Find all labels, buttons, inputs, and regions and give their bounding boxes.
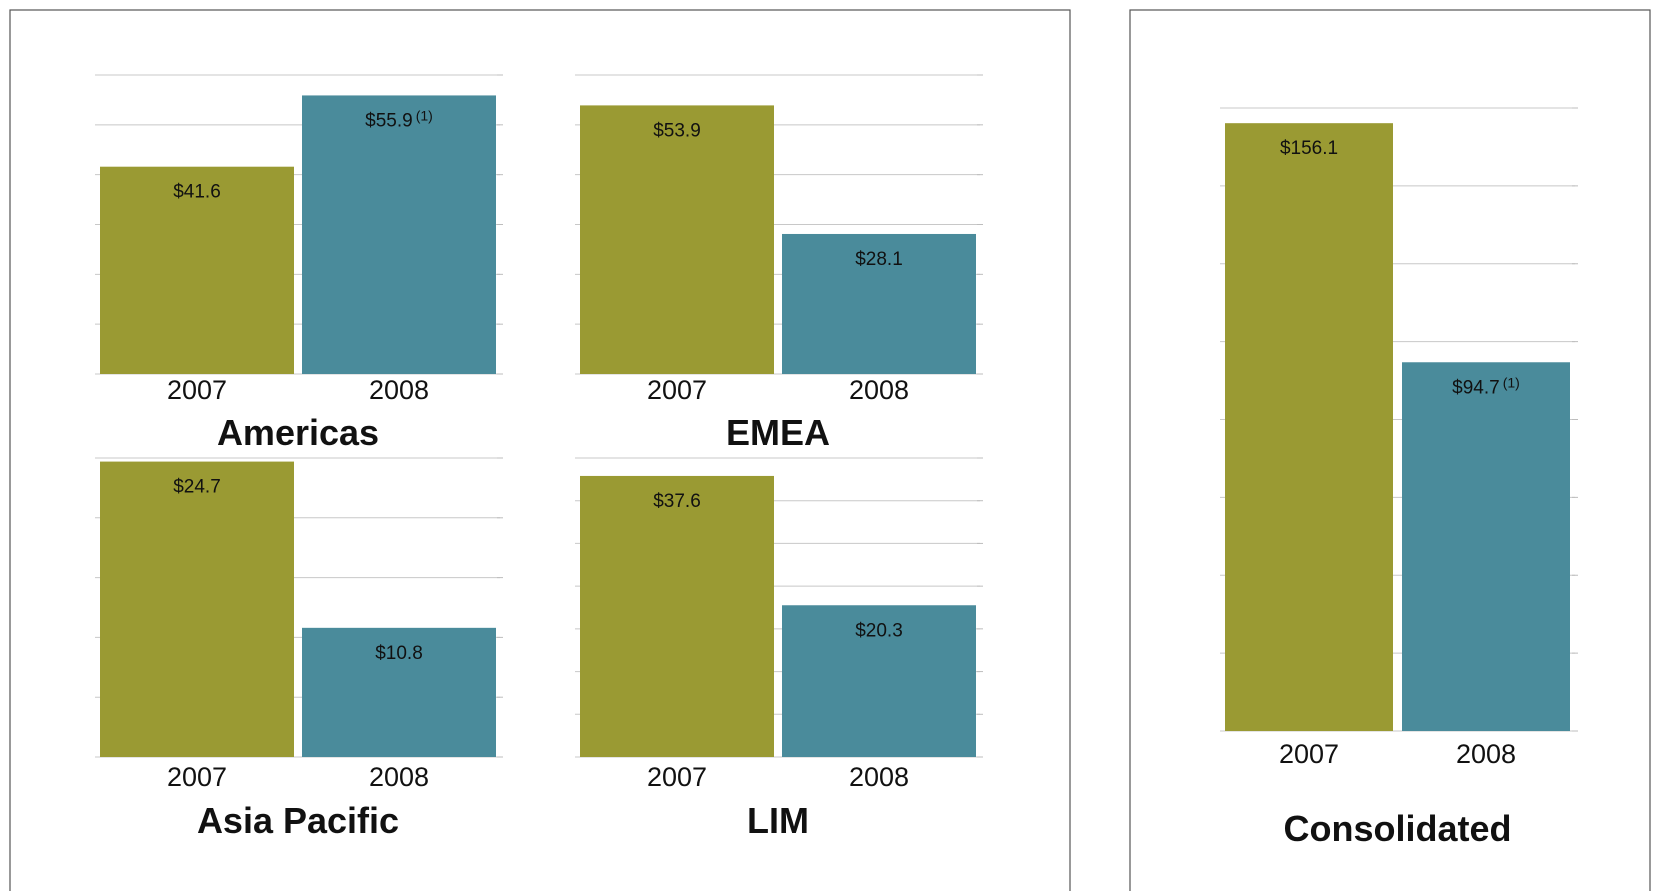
left-panel-frame [9,9,1071,891]
category-label: 2008 [1456,739,1516,769]
chart-title: Consolidated [1283,808,1511,849]
bar-2007 [100,461,294,757]
chart-title: Americas [217,412,379,453]
value-label: $20.3 [855,620,903,641]
bar-2007 [580,475,774,757]
bar-2008 [1402,362,1570,731]
chart-title: EMEA [726,412,830,453]
value-label: $37.6 [653,491,701,512]
value-label: $156.1 [1280,138,1338,159]
bar-2008 [302,627,496,757]
value-label: $28.1 [855,249,903,270]
category-label: 2007 [167,375,227,405]
bar-2008 [782,605,976,757]
category-label: 2008 [849,375,909,405]
category-label: 2007 [167,762,227,792]
bar-2008 [302,95,496,374]
bar-2007 [580,105,774,375]
value-label: $53.9 [653,120,701,141]
chart-2: $24.7 2007 $10.8 2008 Asia Pacific [95,457,503,841]
category-label: 2007 [647,375,707,405]
chart-title: LIM [747,800,809,841]
chart-title: Asia Pacific [197,800,399,841]
right-panel-frame [1129,9,1651,891]
bar-2007 [100,166,294,374]
value-label: $24.7 [173,477,221,498]
bar-2008 [782,233,976,374]
category-label: 2007 [647,762,707,792]
category-label: 2007 [1279,739,1339,769]
value-label: $41.6 [173,182,221,203]
category-label: 2008 [369,375,429,405]
value-label: $10.8 [375,643,423,664]
category-label: 2008 [849,762,909,792]
chart-3: $37.6 2007 $20.3 2008 LIM [575,457,983,841]
bar-2007 [1225,123,1393,732]
chart-1: $53.9 2007 $28.1 2008 EMEA [575,74,983,453]
category-label: 2008 [369,762,429,792]
